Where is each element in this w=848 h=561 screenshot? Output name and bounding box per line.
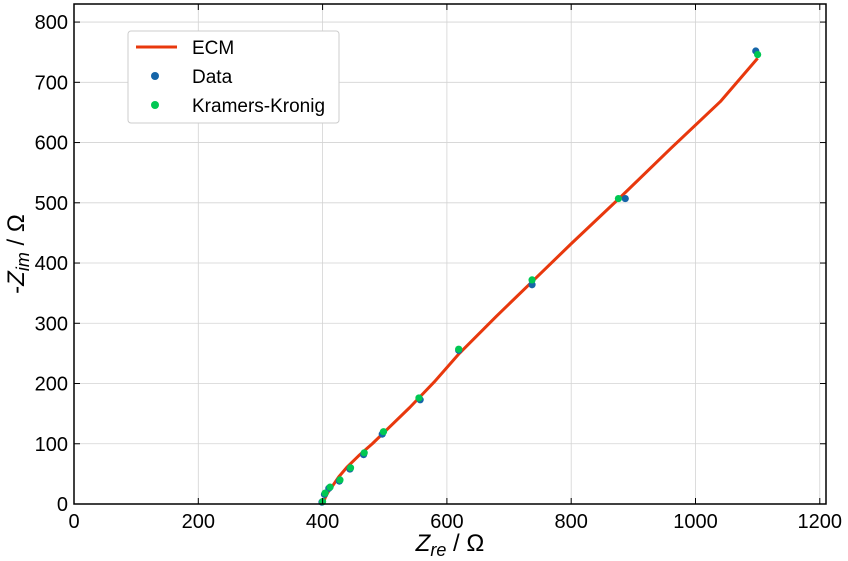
series-line-ecm — [321, 57, 759, 505]
y-tick-label: 400 — [35, 253, 68, 275]
x-axis-label-unit: / Ω — [446, 530, 484, 557]
x-tick-label: 1000 — [673, 511, 718, 533]
y-axis-label: -Zim / Ω — [3, 214, 33, 294]
x-axis-label-sub: re — [430, 540, 446, 560]
x-tick-label: 600 — [430, 511, 463, 533]
y-tick-label: 700 — [35, 72, 68, 94]
x-axis-label: Zre / Ω — [415, 530, 485, 560]
y-axis-label-unit: / Ω — [3, 214, 30, 252]
y-axis-label-prefix: - — [3, 286, 30, 294]
y-tick-label: 600 — [35, 133, 68, 155]
y-tick-label: 200 — [35, 374, 68, 396]
y-tick-label: 500 — [35, 193, 68, 215]
data-point-kramers-kronig — [415, 394, 423, 402]
tick-layer: 0 200 400 600 800 1000 1200 0 100 200 300 400 500 600… — [35, 4, 842, 533]
legend-label-data: Data — [192, 67, 233, 88]
plot-frame — [73, 3, 827, 505]
data-point-kramers-kronig — [326, 483, 334, 491]
y-axis-label-sub: im — [13, 252, 33, 271]
data-point-kramers-kronig — [528, 276, 536, 284]
legend: ECM Data Kramers-Kronig — [127, 30, 340, 124]
data-point-kramers-kronig — [614, 194, 623, 203]
y-tick-label: 100 — [35, 434, 68, 456]
x-tick-label: 0 — [68, 511, 79, 533]
legend-box — [127, 30, 340, 124]
legend-swatch-kramers-kronig — [151, 101, 159, 109]
data-point-kramers-kronig — [455, 345, 463, 353]
y-axis-label-main: Z — [3, 270, 30, 287]
data-point-kramers-kronig — [754, 51, 762, 59]
data-point-kramers-kronig — [360, 449, 368, 457]
series-layer — [318, 47, 762, 506]
legend-label-ecm: ECM — [192, 38, 234, 59]
data-point-kramers-kronig — [321, 489, 329, 497]
data-point-kramers-kronig — [346, 464, 355, 472]
legend-label-kramers-kronig: Kramers-Kronig — [192, 96, 325, 117]
y-tick-label: 800 — [35, 12, 68, 34]
data-point-data — [621, 194, 629, 203]
y-tick-label: 300 — [35, 313, 68, 335]
x-axis-label-main: Z — [415, 530, 432, 557]
grid-layer — [73, 4, 826, 505]
data-point-kramers-kronig — [336, 476, 344, 484]
x-tick-label: 800 — [555, 511, 588, 533]
x-tick-label: 1200 — [798, 511, 843, 533]
x-tick-label: 400 — [306, 511, 339, 533]
x-tick-label: 200 — [182, 511, 215, 533]
legend-swatch-data — [151, 72, 159, 80]
y-tick-label: 0 — [57, 494, 68, 516]
data-point-kramers-kronig — [379, 428, 388, 436]
